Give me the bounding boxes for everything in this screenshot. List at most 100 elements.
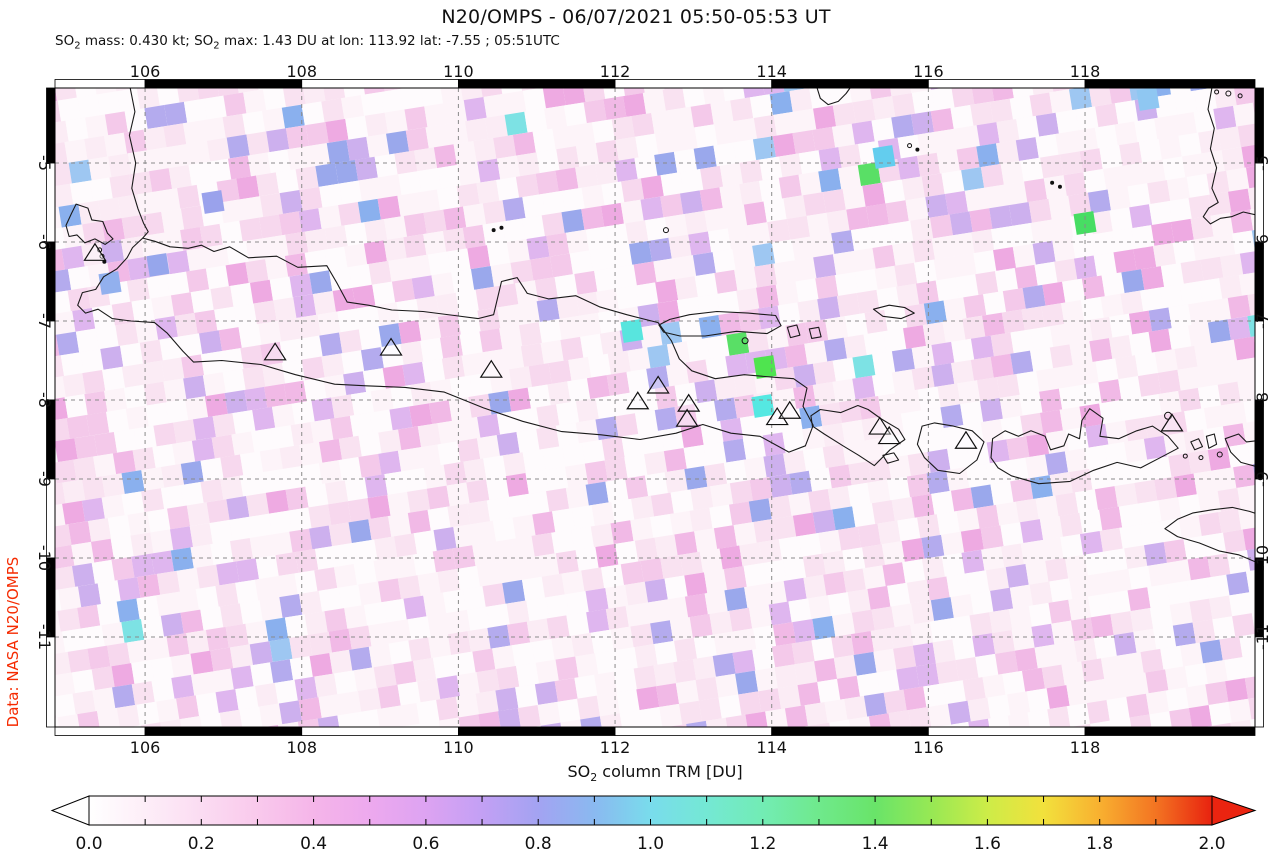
subtitle-rest: max: 1.43 DU at lon: 113.92 lat: -7.55 ;… [219, 33, 560, 49]
lat-tick-label-left: -10 [35, 545, 54, 571]
lon-tick-label: 116 [913, 738, 944, 757]
colorbar-tick-label: 1.0 [637, 834, 664, 853]
accent-cell [146, 253, 170, 277]
lat-tick-label-right: -10 [1253, 545, 1272, 571]
volcano-triangle-icon [83, 242, 107, 261]
accent-cell [751, 394, 775, 418]
coastline-kalimantan-tip [816, 88, 851, 106]
lat-tick-label-left: -8 [35, 392, 54, 408]
volcano-triangle-icon [479, 359, 503, 378]
lon-tick-label: 108 [286, 62, 317, 81]
volcano-markers-layer [83, 242, 1184, 449]
graticule [55, 88, 1255, 727]
colorbar-tick-label: 1.8 [1086, 834, 1113, 853]
volcano-triangle-icon [626, 391, 650, 410]
volcano-triangle-icon [675, 408, 699, 427]
colorbar-title-so2: SO [567, 762, 591, 781]
lat-tick-label-right: -6 [1253, 234, 1272, 250]
volcano-triangle-icon [765, 406, 789, 426]
coastline-flores-tip [1224, 433, 1255, 467]
subtitle-so2-1: SO [55, 33, 75, 49]
coastline-nusa-penida [882, 452, 900, 464]
lon-tick-label: 116 [913, 62, 944, 81]
coastlines-layer [65, 88, 1255, 563]
volcano-triangle-icon [646, 375, 670, 394]
volcano-triangle-icon [263, 342, 287, 361]
accent-cell [620, 319, 644, 343]
colorbar-left-arrow-icon [50, 795, 90, 826]
coastline-sumbawa [990, 408, 1179, 485]
lon-tick-label: 114 [756, 62, 787, 81]
colorbar-title: SO2 column TRM [DU] [55, 762, 1255, 784]
lon-tick-label: 106 [130, 62, 161, 81]
coastline-raas [808, 326, 822, 339]
coastline-sapudi [786, 324, 801, 339]
lat-tick-label-left: -9 [35, 471, 54, 487]
colorbar-tick-label: 0.4 [300, 834, 327, 853]
colorbar-tick-label: 0.6 [412, 834, 439, 853]
lon-tick-label: 112 [600, 738, 631, 757]
colorbar-tick-label: 0.0 [75, 834, 102, 853]
volcano-triangle-icon [877, 425, 901, 445]
data-credit: Data: NASA N20/OMPS [4, 556, 22, 728]
subtitle-sub-1: 2 [74, 40, 81, 52]
subtitle-mid: mass: 0.430 kt; SO [80, 33, 214, 49]
lon-tick-label: 106 [130, 738, 161, 757]
lon-tick-label: 118 [1070, 62, 1101, 81]
lat-tick-label-right: -7 [1253, 313, 1272, 329]
colorbar-tick-label: 1.4 [862, 834, 889, 853]
lon-tick-label: 118 [1070, 738, 1101, 757]
coastline-komodo-2 [1205, 433, 1218, 449]
lat-tick-label-right: -9 [1253, 471, 1272, 487]
lat-tick-label-left: -5 [35, 155, 54, 171]
accent-cell [872, 145, 896, 169]
colorbar-tick-label: 2.0 [1198, 834, 1225, 853]
colorbar-title-rest: column TRM [DU] [597, 762, 743, 781]
lat-tick-label-right: -11 [1253, 624, 1272, 650]
coastline-lombok [916, 422, 985, 475]
small-island [1216, 451, 1223, 458]
colorbar-tick-label: 0.8 [525, 834, 552, 853]
small-island [1225, 90, 1232, 97]
lat-tick-label-left: -7 [35, 313, 54, 329]
accent-cell [98, 271, 122, 295]
lat-tick-label-left: -6 [35, 234, 54, 250]
colorbar-tick-label: 1.2 [749, 834, 776, 853]
accent-cell [1136, 88, 1160, 111]
coastline-sulawesi-coast [1202, 88, 1255, 225]
accent-cell [201, 190, 225, 214]
small-island [499, 225, 504, 230]
small-island [1214, 89, 1220, 95]
volcano-triangle-icon [954, 430, 978, 449]
lon-tick-label: 114 [756, 738, 787, 757]
coastline-java [77, 237, 814, 453]
volcano-triangle-icon [778, 400, 802, 419]
small-island [1198, 455, 1204, 461]
accent-cell [753, 355, 777, 379]
lon-tick-label: 108 [286, 738, 317, 757]
small-island [1182, 453, 1188, 459]
small-island [662, 227, 669, 234]
small-island [1237, 93, 1243, 99]
small-island [907, 143, 913, 149]
colorbar-tick-label: 0.2 [188, 834, 215, 853]
subtitle-sub-2: 2 [213, 40, 220, 52]
coastline-madura [658, 310, 782, 337]
volcano-triangle-icon [379, 337, 403, 356]
coastline-komodo-1 [1190, 438, 1204, 451]
small-island [1050, 180, 1055, 185]
colorbar-title-sub: 2 [590, 771, 598, 785]
coastline-kangean [872, 304, 915, 320]
lat-tick-label-right: -8 [1253, 392, 1272, 408]
lat-tick-label-left: -11 [35, 624, 54, 650]
axis-labels: 106 106 108 108 110 110 112 112 114 114 116 116 118 1… [35, 62, 1272, 757]
accent-cells-layer [98, 88, 1160, 418]
volcano-triangle-icon [868, 416, 892, 435]
volcano-triangle-icon [1160, 413, 1184, 432]
lon-tick-label: 112 [600, 62, 631, 81]
small-island [1057, 184, 1062, 189]
coastline-sumba [1164, 506, 1255, 563]
page-title: N20/OMPS - 06/07/2021 05:50-05:53 UT [441, 6, 831, 28]
